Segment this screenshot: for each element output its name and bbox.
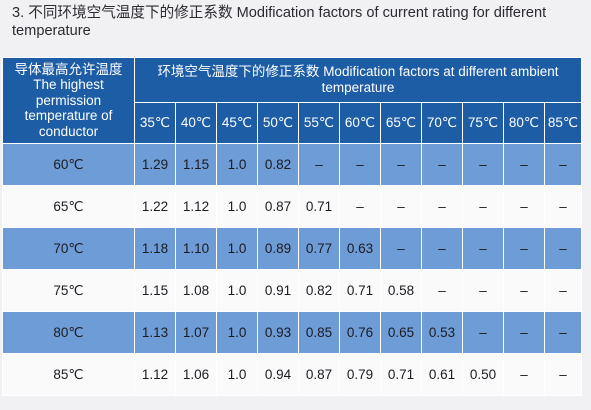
ambient-temp-header: 55℃: [298, 102, 340, 144]
factor-cell: –: [503, 311, 545, 354]
factor-cell: 0.89: [257, 227, 299, 270]
factor-cell: –: [421, 185, 463, 228]
factor-cell: 0.79: [339, 353, 381, 396]
table-row: 65℃ 1.22 1.12 1.0 0.87 0.71– – – – – –: [2, 185, 582, 228]
factor-cell: –: [503, 353, 545, 396]
factor-cell: 1.10: [175, 227, 217, 270]
factor-cell: 0.53: [421, 311, 463, 354]
factor-cell: 0.76: [339, 311, 381, 354]
factor-cell: –: [544, 353, 582, 396]
ambient-temp-header: 45℃: [216, 102, 258, 144]
table-row: 70℃ 1.18 1.10 1.0 0.89 0.77 0.63– – – – –: [2, 227, 582, 270]
factor-cell: 0.91: [257, 269, 299, 312]
factor-cell: –: [462, 143, 504, 186]
factor-cell: –: [544, 185, 582, 228]
factor-cell: –: [380, 143, 422, 186]
table-row: 75℃ 1.15 1.08 1.0 0.91 0.82 0.71 0.58– – – –: [2, 269, 582, 312]
factor-cell: 1.0: [216, 353, 258, 396]
ambient-temp-header: 65℃: [380, 102, 422, 144]
page-title: 3. 不同环境空气温度下的修正系数 Modification factors o…: [12, 5, 547, 39]
factor-cell: –: [544, 143, 582, 186]
factor-cell: –: [462, 269, 504, 312]
factor-cell: 1.15: [134, 269, 176, 312]
ambient-temp-header: 35℃: [134, 102, 176, 144]
ambient-temp-header: 75℃: [462, 102, 504, 144]
factor-cell: 0.50: [462, 353, 504, 396]
factor-cell: 1.29: [134, 143, 176, 186]
factor-cell: 0.85: [298, 311, 340, 354]
conductor-temp-cell: 80℃: [2, 311, 135, 354]
modification-factors-table: 导体最高允许温度 The highest permission temperat…: [2, 57, 582, 396]
ambient-header: 环境空气温度下的修正系数 Modification factors at dif…: [134, 57, 582, 103]
ambient-temp-header: 85℃: [544, 102, 582, 144]
factor-cell: –: [462, 227, 504, 270]
conductor-temp-cell: 60℃: [2, 143, 135, 186]
factor-cell: –: [380, 227, 422, 270]
ambient-temp-header: 50℃: [257, 102, 299, 144]
factor-cell: 1.06: [175, 353, 217, 396]
factor-cell: –: [503, 269, 545, 312]
ambient-temp-header: 40℃: [175, 102, 217, 144]
factor-cell: 0.61: [421, 353, 463, 396]
table-row: 60℃ 1.29 1.15 1.0 0.82– – – – – – –: [2, 143, 582, 186]
ambient-temp-row: 35℃ 40℃ 45℃ 50℃ 55℃ 60℃ 65℃ 70℃ 75℃ 80℃ 85℃: [3, 102, 582, 144]
factor-cell: –: [298, 143, 340, 186]
factor-cell: 1.15: [175, 143, 217, 186]
factor-cell: 1.07: [175, 311, 217, 354]
factor-cell: –: [503, 143, 545, 186]
factor-cell: –: [462, 311, 504, 354]
conductor-temp-cell: 75℃: [2, 269, 135, 312]
table-row: 85℃ 1.12 1.06 1.0 0.94 0.87 0.79 0.71 0.61 0.50– –: [2, 353, 582, 396]
conductor-temp-cell: 65℃: [2, 185, 135, 228]
factor-cell: –: [421, 227, 463, 270]
factor-cell: –: [339, 185, 381, 228]
factor-cell: 1.0: [216, 143, 258, 186]
factor-cell: 1.0: [216, 185, 258, 228]
factor-cell: –: [544, 311, 582, 354]
factor-cell: 0.93: [257, 311, 299, 354]
factor-cell: –: [421, 269, 463, 312]
factor-cell: 1.08: [175, 269, 217, 312]
factor-cell: 1.0: [216, 311, 258, 354]
factor-cell: 0.94: [257, 353, 299, 396]
factor-cell: 0.77: [298, 227, 340, 270]
factor-cell: –: [503, 227, 545, 270]
factor-cell: –: [503, 185, 545, 228]
factor-cell: 0.87: [298, 353, 340, 396]
factor-cell: 1.0: [216, 227, 258, 270]
factor-cell: 0.82: [298, 269, 340, 312]
table-row: 80℃ 1.13 1.07 1.0 0.93 0.85 0.76 0.65 0.53– – –: [2, 311, 582, 354]
factor-cell: –: [421, 143, 463, 186]
factor-cell: 0.71: [380, 353, 422, 396]
ambient-temp-header: 80℃: [503, 102, 545, 144]
factor-cell: 1.12: [134, 353, 176, 396]
conductor-temp-cell: 85℃: [2, 353, 135, 396]
factor-cell: 1.18: [134, 227, 176, 270]
factor-cell: 0.58: [380, 269, 422, 312]
factor-cell: –: [339, 143, 381, 186]
factor-cell: 1.13: [134, 311, 176, 354]
factor-cell: 1.22: [134, 185, 176, 228]
factor-cell: –: [544, 269, 582, 312]
table-body: 60℃ 1.29 1.15 1.0 0.82– – – – – – –65℃ 1.22 1.12 1.0 0…: [2, 143, 582, 396]
factor-cell: –: [462, 185, 504, 228]
factor-cell: 1.12: [175, 185, 217, 228]
factor-cell: 0.65: [380, 311, 422, 354]
corner-header: 导体最高允许温度 The highest permission temperat…: [2, 57, 135, 144]
factor-cell: –: [380, 185, 422, 228]
factor-cell: 0.63: [339, 227, 381, 270]
factor-cell: 1.0: [216, 269, 258, 312]
factor-cell: 0.71: [339, 269, 381, 312]
factor-cell: 0.87: [257, 185, 299, 228]
factor-cell: 0.82: [257, 143, 299, 186]
factor-cell: 0.71: [298, 185, 340, 228]
ambient-temp-header: 70℃: [421, 102, 463, 144]
ambient-temp-header: 60℃: [339, 102, 381, 144]
factor-cell: –: [544, 227, 582, 270]
conductor-temp-cell: 70℃: [2, 227, 135, 270]
